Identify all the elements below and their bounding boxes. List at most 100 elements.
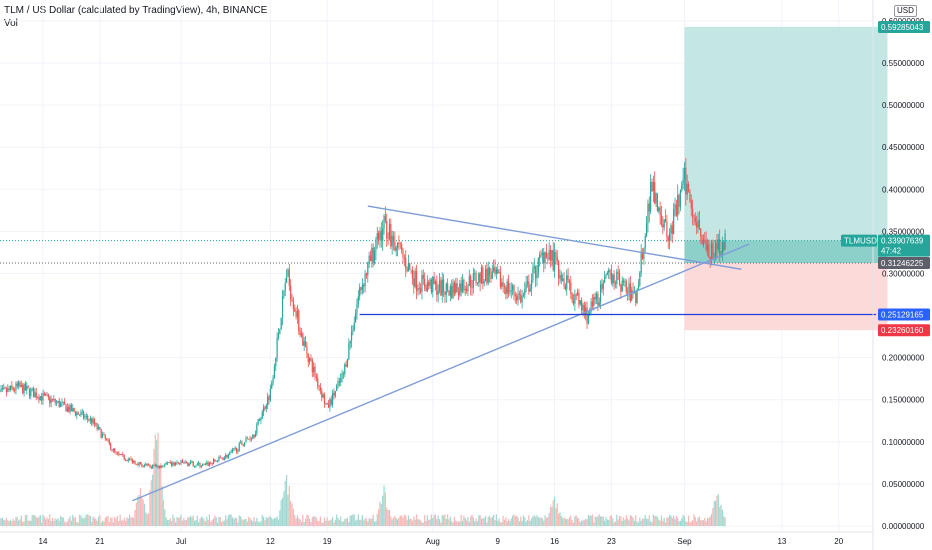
- volume-bar: [180, 514, 182, 526]
- volume-bar: [337, 517, 339, 526]
- candle-body: [30, 389, 32, 397]
- volume-bar: [230, 514, 232, 526]
- volume-bar: [165, 517, 167, 526]
- candle-body: [375, 239, 377, 251]
- volume-bar: [535, 516, 537, 526]
- volume-bar: [202, 517, 204, 526]
- volume-bar: [512, 515, 514, 526]
- price-tick-label: 0.40000000: [882, 185, 925, 194]
- volume-bar: [633, 520, 636, 526]
- volume-bar: [380, 503, 382, 526]
- volume-bar: [1, 517, 3, 526]
- candle-body: [516, 295, 518, 301]
- candle-body: [461, 279, 464, 292]
- volume-bar: [152, 474, 154, 526]
- volume-bar: [553, 497, 556, 526]
- candle-body: [505, 287, 507, 294]
- volume-bar: [319, 516, 322, 526]
- candle-body: [568, 279, 571, 283]
- volume-bar: [516, 515, 518, 526]
- candle-body: [591, 301, 594, 306]
- volume-bar: [558, 513, 560, 526]
- volume-bar: [253, 517, 255, 526]
- candle-body: [116, 452, 119, 454]
- time-tick-label: 19: [323, 537, 332, 546]
- candle-body: [654, 182, 656, 204]
- candle-body: [494, 267, 496, 274]
- volume-bar: [106, 516, 108, 526]
- candle-body: [147, 464, 150, 466]
- candle-body: [230, 451, 232, 453]
- volume-bar: [245, 518, 247, 526]
- volume-bar: [543, 520, 545, 526]
- candle-body: [150, 466, 152, 469]
- volume-bar: [281, 497, 284, 526]
- volume-bar: [521, 520, 523, 526]
- volume-bar: [35, 516, 37, 526]
- volume-bar: [484, 516, 487, 526]
- drawings[interactable]: [132, 205, 876, 502]
- currency-button[interactable]: USD: [894, 5, 917, 17]
- support-price-tag-bg: [878, 308, 930, 321]
- candle-body: [457, 291, 460, 296]
- candle-body: [218, 457, 220, 461]
- volume-bar: [709, 516, 711, 526]
- volume-bar: [432, 517, 434, 526]
- candle-body: [0, 388, 2, 392]
- candle-body: [180, 460, 182, 464]
- volume-bar: [300, 521, 303, 526]
- volume-bar: [340, 516, 342, 526]
- candle-body: [521, 296, 523, 303]
- candle-body: [215, 460, 217, 462]
- volume-bar: [72, 514, 74, 526]
- volume-bar: [160, 463, 162, 526]
- candle-body: [139, 461, 142, 465]
- time-axis[interactable]: 14 21 Jul 12 19 Aug 9 16 23 Sep 13 20: [0, 531, 873, 546]
- volume-bar: [418, 519, 420, 526]
- volume-bar: [76, 521, 78, 526]
- candle-body: [705, 240, 707, 251]
- candle-body: [198, 462, 200, 464]
- volume-bar: [620, 516, 622, 526]
- volume-bar: [587, 514, 589, 526]
- candle-body: [421, 274, 423, 293]
- volume-bar: [130, 517, 132, 526]
- volume-bars: [0, 432, 726, 526]
- candle-body: [583, 304, 585, 315]
- volume-bar: [491, 516, 493, 526]
- volume-bar: [184, 520, 186, 526]
- candle-body: [89, 418, 91, 421]
- volume-bar: [115, 518, 117, 526]
- candle-body: [445, 283, 447, 295]
- volume-bar: [586, 519, 588, 526]
- volume-bar: [55, 519, 58, 526]
- volume-bar: [22, 521, 24, 526]
- candle-body: [344, 364, 346, 375]
- candle-body: [655, 193, 657, 204]
- volume-bar: [572, 522, 575, 526]
- candle-body: [290, 285, 292, 300]
- volume-bar: [175, 522, 177, 526]
- candle-body: [673, 209, 675, 234]
- candle-body: [717, 239, 719, 250]
- volume-bar: [460, 514, 462, 526]
- volume-bar: [494, 519, 496, 526]
- profit-fill: [684, 240, 888, 263]
- volume-bar: [356, 519, 358, 526]
- volume-bar: [482, 518, 484, 526]
- candle-body: [709, 258, 711, 261]
- candle-body: [399, 243, 401, 245]
- candle-body: [483, 281, 485, 284]
- volume-bar: [536, 515, 538, 526]
- candle-body: [633, 292, 636, 294]
- volume-bar: [617, 519, 619, 526]
- candle-body: [575, 294, 577, 296]
- candle-body: [64, 401, 66, 405]
- volume-bar: [539, 518, 541, 526]
- candle-body: [602, 282, 604, 290]
- candle-body: [451, 286, 453, 298]
- candle-body: [698, 219, 700, 229]
- volume-bar: [701, 520, 703, 526]
- volume-bar: [599, 516, 602, 526]
